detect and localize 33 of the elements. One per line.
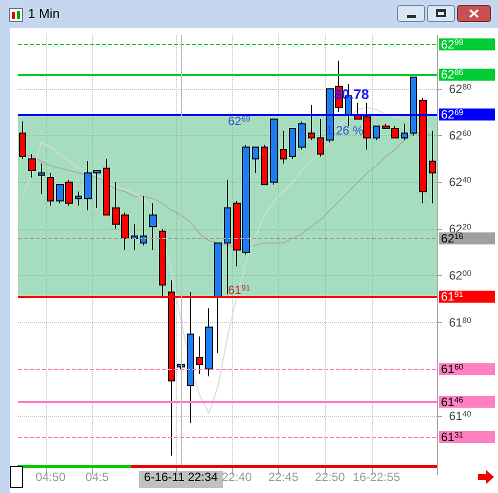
candlestick xyxy=(187,292,194,424)
candlestick xyxy=(270,118,278,186)
candlestick xyxy=(103,158,110,216)
candlestick xyxy=(289,128,296,160)
candlestick xyxy=(317,118,324,158)
candlestick xyxy=(28,154,36,178)
chart-title: 1 Min xyxy=(28,6,60,21)
candlestick xyxy=(298,120,306,150)
candlestick xyxy=(131,224,138,250)
candlestick xyxy=(308,104,315,141)
x-tick-label: 22:50 xyxy=(314,470,346,484)
x-tick-label: 22:45 xyxy=(268,470,299,484)
candlestick xyxy=(19,120,26,160)
candlestick xyxy=(373,126,380,141)
candlestick xyxy=(140,196,147,246)
candlestick xyxy=(205,308,213,377)
candlestick xyxy=(419,98,427,204)
candlestick xyxy=(429,130,436,204)
candlestick xyxy=(75,191,82,206)
candlestick xyxy=(401,123,408,141)
x-tick-label: 16-22:55 xyxy=(352,470,400,484)
candlestick xyxy=(38,163,45,194)
candlestick xyxy=(261,144,268,186)
candlestick xyxy=(252,146,259,174)
x-tick-label: 04:5 xyxy=(85,470,110,484)
candlestick xyxy=(280,130,287,164)
x-tick-label: 6-16-11 22:34 xyxy=(144,470,218,484)
candlestick xyxy=(410,76,417,136)
candlestick xyxy=(47,172,54,206)
candlestick xyxy=(214,242,222,354)
candlestick xyxy=(196,336,203,374)
x-tick-label: 04:50 xyxy=(36,470,66,484)
candlestick xyxy=(149,202,157,250)
